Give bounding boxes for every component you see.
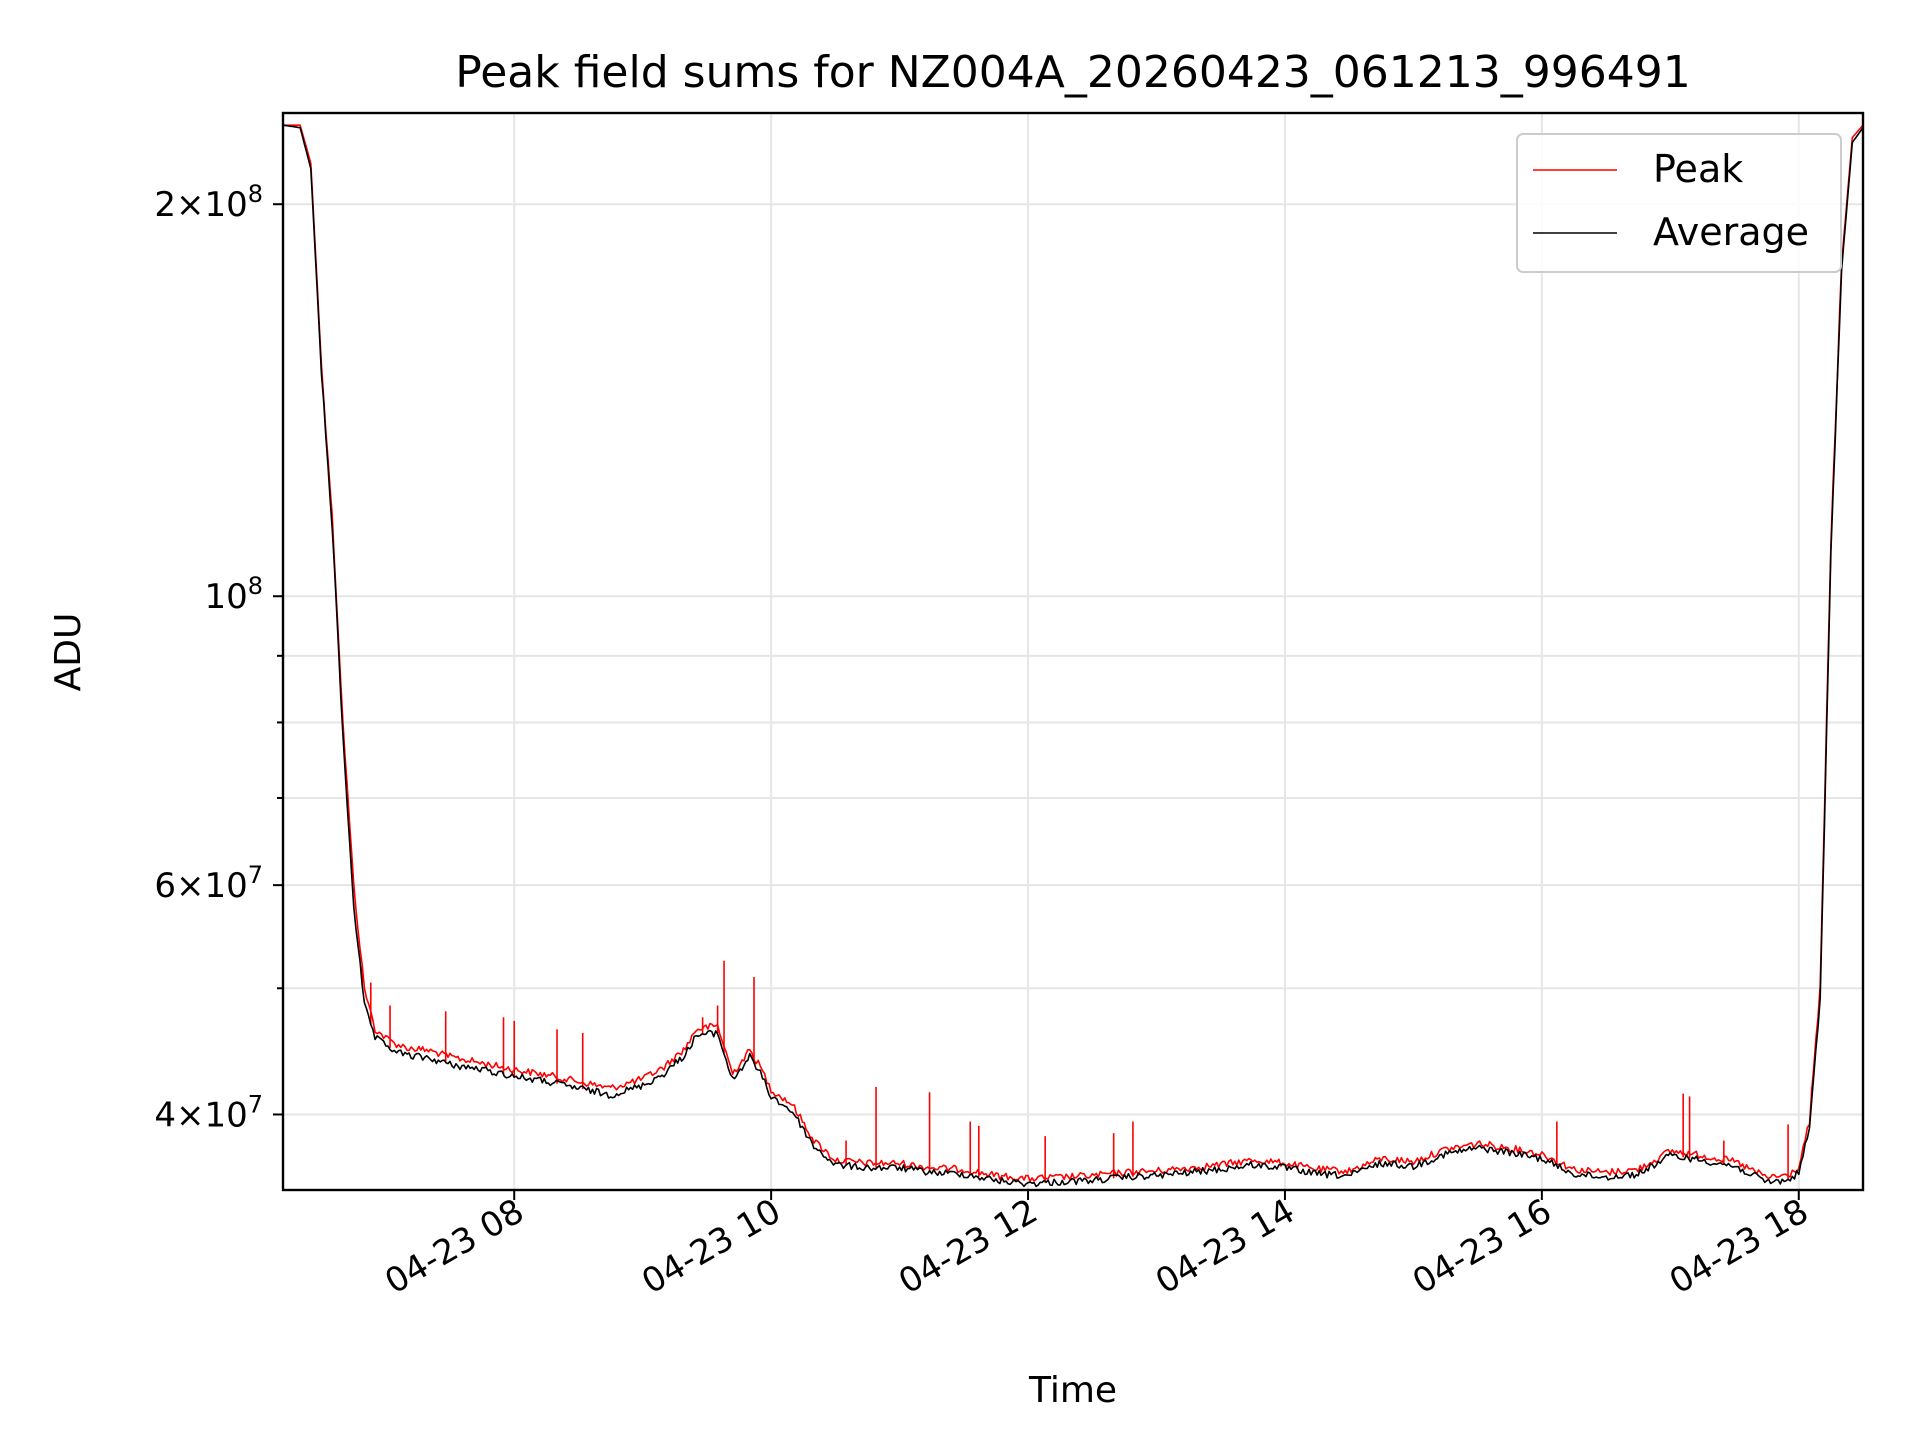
plot-frame	[281, 111, 1865, 1192]
y-tick-label: 6×107	[154, 861, 263, 906]
y-tick-base: 10	[204, 866, 247, 906]
y-tick-base: 10	[204, 185, 247, 225]
legend-average-label: Average	[1653, 210, 1809, 254]
grid-layer	[283, 113, 1863, 1190]
y-tick-base: 10	[204, 1095, 247, 1135]
x-tick-label: 04-23 16	[1406, 1191, 1558, 1302]
y-tick-base: 10	[204, 577, 247, 617]
legend-peak-label: Peak	[1653, 147, 1743, 191]
y-tick-exponent: 8	[248, 180, 263, 208]
x-tick-label: 04-23 08	[378, 1191, 530, 1302]
x-tick-label: 04-23 14	[1149, 1191, 1301, 1302]
series-layer	[283, 124, 1863, 1188]
y-tick-mantissa: 6	[154, 866, 176, 906]
peak-series-line	[283, 124, 1863, 1182]
average-series-line	[283, 124, 1863, 1188]
axis-layer: 04-23 08 04-23 10 04-23 12 04-23 14 04-23 16…	[154, 180, 1815, 1302]
y-tick-mantissa: 2	[154, 185, 176, 225]
y-tick-label: 2×108	[154, 180, 263, 225]
y-tick-exponent: 7	[248, 1090, 263, 1118]
x-tick-label: 04-23 10	[635, 1191, 787, 1302]
y-tick-exponent: 8	[248, 572, 263, 600]
chart-title: Peak field sums for NZ004A_20260423_0612…	[455, 47, 1690, 98]
legend: Peak Average	[1516, 133, 1842, 273]
y-tick-label: 4×107	[154, 1090, 263, 1135]
y-axis-label: ADU	[48, 613, 89, 692]
y-tick-exponent: 7	[248, 861, 263, 889]
legend-box	[1516, 133, 1842, 273]
y-tick-mantissa: 4	[154, 1095, 176, 1135]
y-tick-label: 108	[204, 572, 263, 617]
x-tick-label: 04-23 12	[892, 1191, 1044, 1302]
x-tick-label: 04-23 18	[1663, 1191, 1815, 1302]
x-axis-label: Time	[1028, 1370, 1117, 1411]
